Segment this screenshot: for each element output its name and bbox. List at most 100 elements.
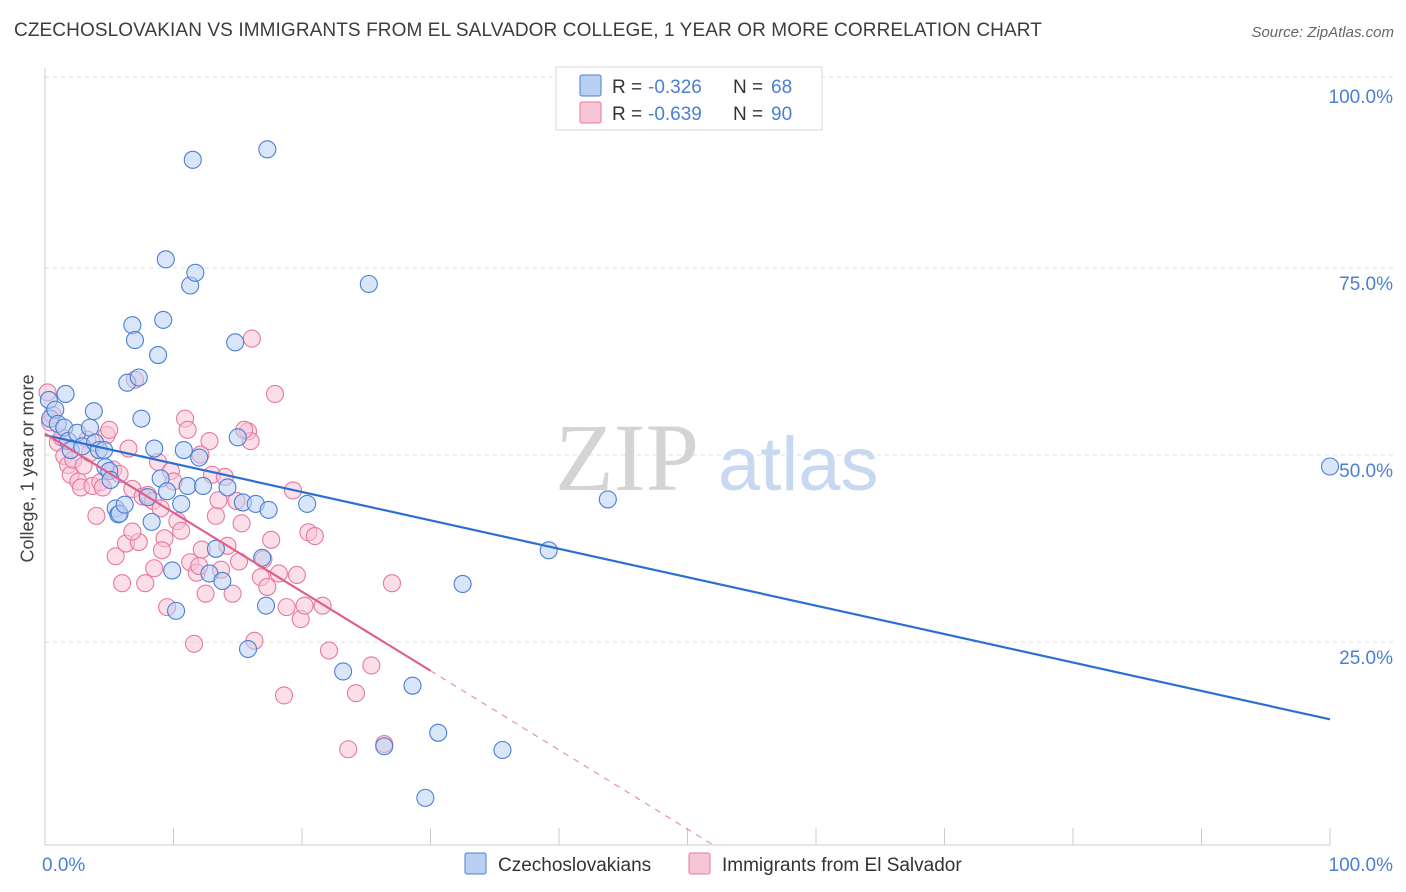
pink-data-point (106, 547, 125, 566)
blue-data-point (178, 476, 197, 496)
pink-data-point (242, 329, 261, 348)
blue-data-point (56, 384, 75, 404)
pink-data-point (196, 584, 215, 603)
legend-r-value-2: -0.639 (648, 104, 702, 125)
blue-data-point (228, 428, 247, 447)
blue-data-point (183, 150, 202, 169)
pink-data-point (382, 574, 402, 593)
pink-data-point (123, 522, 142, 541)
pink-data-point (100, 420, 119, 439)
blue-data-point (259, 500, 278, 519)
series-legend: Czechoslovakians Immigrants from El Salv… (464, 852, 962, 876)
blue-data-point (84, 402, 103, 421)
pink-data-point (305, 527, 324, 546)
pink-data-point (232, 514, 251, 533)
x-tick-labels: 0.0% 100.0% (42, 855, 1393, 876)
blue-data-point (190, 448, 209, 467)
blue-data-point (167, 601, 186, 620)
pink-data-point (178, 420, 197, 439)
source-credit: Source: ZipAtlas.com (1251, 24, 1394, 41)
blue-data-point (194, 476, 213, 496)
blue-data-point (1320, 457, 1340, 476)
blue-data-point (163, 561, 182, 580)
blue-data-point (416, 788, 435, 807)
pink-trend-extension (430, 670, 714, 846)
legend-swatch-pink (579, 101, 602, 124)
legend-r-label-2: R = (612, 104, 642, 125)
legend-swatch-blue (579, 74, 602, 97)
legend-n-label-2: N = (733, 104, 763, 125)
pink-data-point (152, 541, 171, 560)
blue-data-point (206, 539, 225, 558)
pink-data-point (87, 506, 106, 525)
trend-lines (44, 432, 1331, 846)
y-tick-label: 25.0% (1339, 648, 1393, 669)
blue-trend-line (44, 434, 1331, 721)
blue-data-point (156, 250, 175, 269)
blue-data-point (158, 482, 177, 501)
blue-data-point (238, 639, 258, 659)
pink-data-point (258, 577, 277, 596)
bottom-legend-label-blue: Czechoslovakians (498, 855, 651, 876)
blue-data-point (172, 494, 191, 513)
watermark-zip: ZIP (555, 404, 699, 511)
blue-data-point (453, 574, 472, 593)
blue-data-point (149, 346, 168, 365)
bottom-legend-swatch-pink (688, 852, 711, 875)
pink-data-point (145, 559, 164, 578)
bottom-legend-swatch-blue (464, 852, 487, 875)
pink-data-point (113, 574, 132, 593)
x-tick-label: 100.0% (1329, 855, 1394, 876)
pink-data-point (185, 634, 204, 653)
y-tick-labels: 25.0% 50.0% 75.0% 100.0% (1329, 87, 1394, 669)
watermark: ZIP atlas (555, 404, 879, 511)
blue-data-point (334, 662, 353, 681)
watermark-atlas: atlas (718, 422, 879, 507)
x-tick-label: 0.0% (42, 855, 85, 876)
pink-data-point (265, 384, 285, 404)
pink-data-point (277, 598, 296, 617)
legend-n-label-1: N = (733, 77, 763, 98)
blue-data-point (125, 331, 144, 350)
pink-data-point (200, 432, 219, 451)
chart-title: CZECHOSLOVAKIAN VS IMMIGRANTS FROM EL SA… (14, 20, 1042, 41)
blue-data-point (132, 409, 151, 428)
blue-data-point (258, 140, 277, 159)
legend-r-value-1: -0.326 (648, 77, 702, 98)
pink-data-point (209, 491, 228, 510)
blue-data-point (123, 316, 142, 335)
blue-data-point (226, 333, 245, 352)
blue-data-point (213, 571, 232, 591)
pink-data-point (172, 521, 191, 540)
blue-data-point (298, 494, 317, 513)
axes (44, 68, 1331, 846)
y-tick-label: 75.0% (1339, 274, 1393, 295)
blue-data-point (174, 441, 193, 460)
legend-n-value-1: 68 (771, 77, 792, 98)
blue-data-point (359, 274, 378, 294)
pink-data-point (262, 530, 281, 549)
legend-n-value-2: 90 (771, 104, 792, 125)
blue-data-point (375, 737, 394, 756)
blue-data-point (186, 263, 205, 282)
pink-data-point (287, 565, 306, 585)
blue-series-points (39, 140, 1340, 807)
blue-data-point (218, 478, 237, 497)
blue-data-point (115, 495, 134, 514)
pink-data-point (274, 686, 294, 705)
blue-data-point (129, 368, 148, 387)
blue-data-point (403, 676, 422, 695)
pink-data-point (319, 641, 339, 660)
legend-r-label-1: R = (612, 77, 642, 98)
blue-data-point (493, 740, 512, 760)
pink-data-point (362, 656, 381, 675)
pink-data-point (295, 596, 314, 615)
pink-data-point (223, 584, 242, 603)
y-tick-label: 100.0% (1329, 87, 1394, 108)
blue-data-point (142, 512, 161, 531)
pink-data-point (339, 740, 358, 759)
correlation-legend: R = -0.326 N = 68 R = -0.639 N = 90 (555, 66, 823, 131)
pink-data-point (206, 506, 225, 525)
pink-data-point (151, 499, 170, 518)
